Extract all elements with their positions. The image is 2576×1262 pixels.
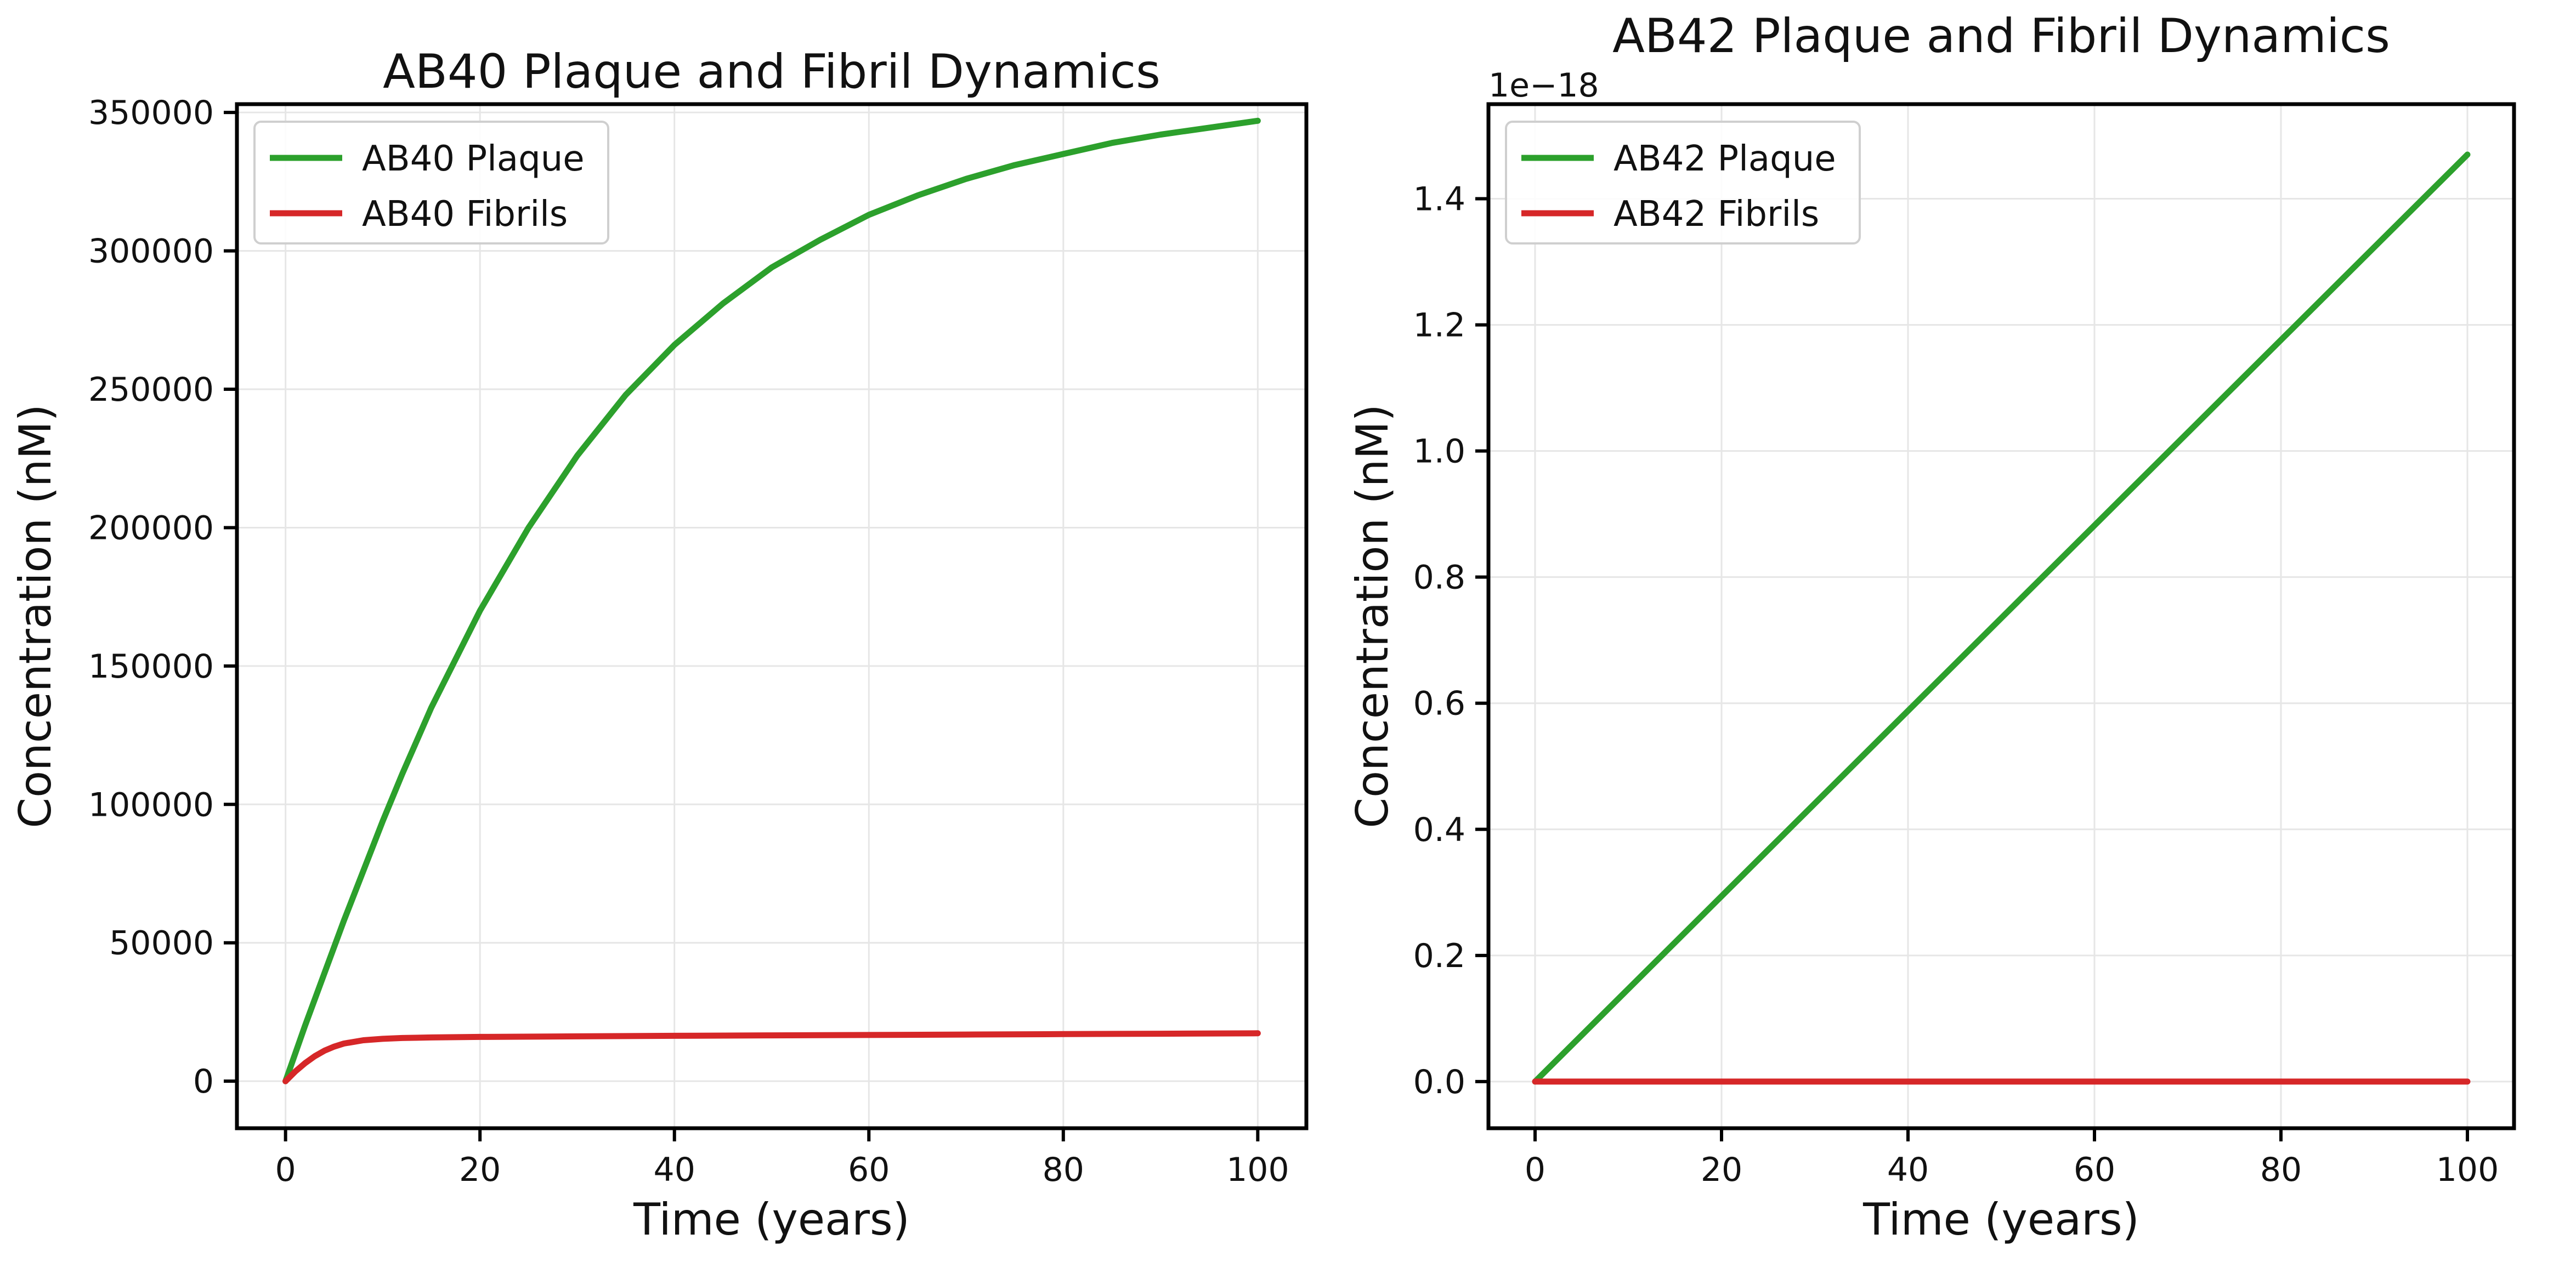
x-axis-label: Time (years) bbox=[633, 1194, 910, 1245]
chart-panel-1: 0 20 40 60 80 100 0 50000 100000 150000 200000 2500… bbox=[10, 44, 1309, 1245]
y-tick-label: 0.6 bbox=[1413, 685, 1465, 723]
series-line-ab42-plaque bbox=[1532, 151, 2471, 1085]
legend: AB42 Plaque AB42 Fibrils bbox=[1505, 121, 1861, 245]
chart-panel-2: 0 20 40 60 80 100 0.0 0.2 0.4 0.6 0.8 1.0 1.2 1.4 1e−1… bbox=[1347, 9, 2516, 1245]
legend: AB40 Plaque AB40 Fibrils bbox=[253, 121, 609, 245]
x-tick-label: 100 bbox=[2436, 1151, 2499, 1189]
y-tick-label: 0.4 bbox=[1413, 811, 1465, 849]
x-tick-label: 20 bbox=[459, 1151, 501, 1189]
x-tick-label: 60 bbox=[2074, 1151, 2115, 1189]
chart-title: AB40 Plaque and Fibril Dynamics bbox=[383, 44, 1160, 99]
y-tick-label: 1.2 bbox=[1413, 306, 1465, 345]
y-tick-label: 0 bbox=[193, 1062, 214, 1101]
legend-label: AB40 Fibrils bbox=[362, 194, 568, 235]
legend-label: AB42 Fibrils bbox=[1613, 194, 1819, 235]
x-tick-label: 80 bbox=[1043, 1151, 1084, 1189]
y-axis-label: Concentration (nM) bbox=[1347, 404, 1398, 828]
legend-label: AB40 Plaque bbox=[362, 139, 585, 179]
y-tick-label: 300000 bbox=[88, 232, 214, 271]
y-tick-label: 50000 bbox=[109, 924, 214, 963]
x-tick-label: 100 bbox=[1226, 1151, 1289, 1189]
series-line-ab40-plaque bbox=[282, 117, 1261, 1084]
x-tick-label: 60 bbox=[848, 1151, 890, 1189]
gridlines bbox=[237, 104, 1306, 1128]
chart-title: AB42 Plaque and Fibril Dynamics bbox=[1612, 9, 2390, 64]
series-line-ab40-fibrils bbox=[282, 1030, 1261, 1084]
x-tick-label: 80 bbox=[2260, 1151, 2302, 1189]
legend-label: AB42 Plaque bbox=[1613, 139, 1836, 179]
legend-box bbox=[1505, 121, 1861, 245]
y-axis-label: Concentration (nM) bbox=[10, 404, 61, 828]
y-tick-label: 0.0 bbox=[1413, 1063, 1465, 1101]
x-tick-label: 40 bbox=[654, 1151, 695, 1189]
gridlines bbox=[1488, 104, 2514, 1128]
legend-box bbox=[253, 121, 609, 245]
x-tick-label: 0 bbox=[1525, 1151, 1545, 1189]
y-offset-label: 1e−18 bbox=[1488, 66, 1599, 105]
x-tick-label: 40 bbox=[1887, 1151, 1929, 1189]
axes-frame bbox=[1486, 102, 2516, 1130]
y-tick-label: 250000 bbox=[88, 371, 214, 409]
axes-frame bbox=[235, 102, 1309, 1130]
y-tick-label: 150000 bbox=[88, 647, 214, 686]
y-tick-label: 200000 bbox=[88, 509, 214, 547]
y-tick-label: 1.4 bbox=[1413, 180, 1465, 219]
x-axis-label: Time (years) bbox=[1862, 1194, 2139, 1245]
y-tick-label: 100000 bbox=[88, 786, 214, 824]
y-tick-label: 1.0 bbox=[1413, 433, 1465, 471]
y-tick-label: 0.2 bbox=[1413, 937, 1465, 975]
x-tick-label: 0 bbox=[275, 1151, 296, 1189]
y-tick-label: 0.8 bbox=[1413, 559, 1465, 597]
x-tick-label: 20 bbox=[1701, 1151, 1742, 1189]
y-tick-label: 350000 bbox=[88, 94, 214, 132]
